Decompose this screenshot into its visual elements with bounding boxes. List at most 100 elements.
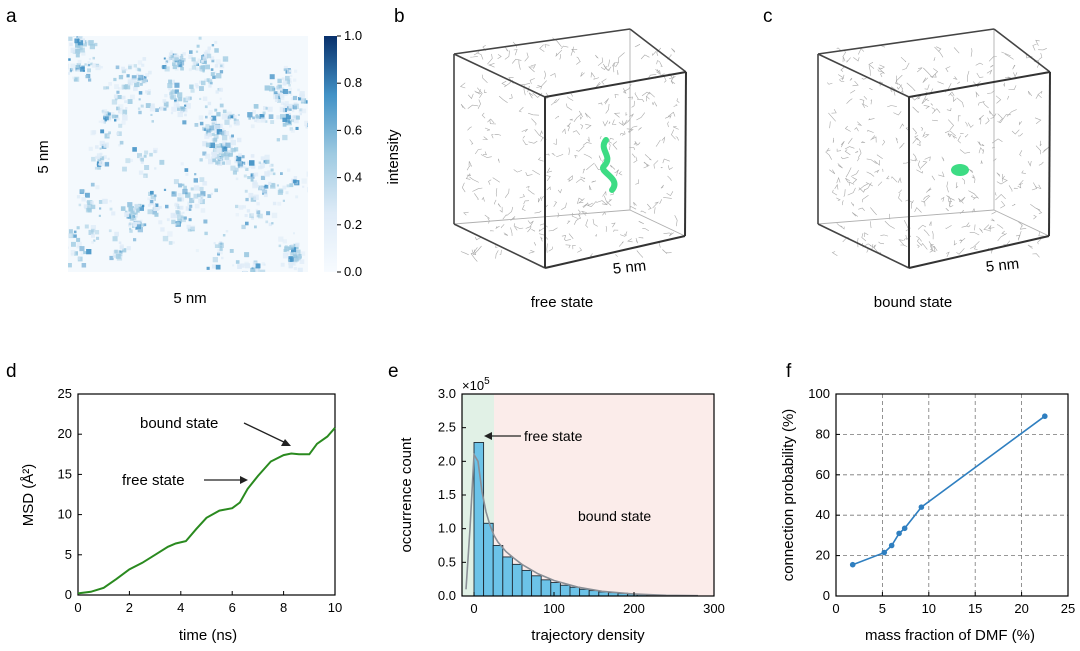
solvent-molecule <box>477 99 481 109</box>
solvent-molecule <box>546 186 551 191</box>
solvent-molecule <box>836 176 841 184</box>
solvent-molecule <box>521 128 528 133</box>
solvent-molecule <box>906 82 916 92</box>
colorbar-tick-label: 0.0 <box>344 264 362 279</box>
heatmap-cell <box>134 203 139 208</box>
heatmap-cell <box>282 117 287 123</box>
solvent-molecule <box>995 95 1002 104</box>
solvent-molecule <box>548 246 553 252</box>
heatmap-cell <box>235 260 240 264</box>
heatmap-cell <box>202 181 208 186</box>
heatmap-cell <box>91 228 95 233</box>
solvent-molecule <box>499 249 502 255</box>
solvent-molecule <box>586 200 597 208</box>
heatmap-cell <box>72 76 75 80</box>
heatmap-cell <box>218 123 223 129</box>
heatmap-cell <box>282 239 287 244</box>
solvent-molecule <box>858 48 865 55</box>
heatmap-cell <box>78 203 82 207</box>
solvent-molecule <box>613 62 615 73</box>
heatmap-cell <box>69 42 73 47</box>
heatmap-cell <box>284 245 288 248</box>
solvent-molecule <box>938 171 945 177</box>
msd-series-line <box>77 427 336 595</box>
panel-c: 5 nm bound state <box>817 28 1051 311</box>
heatmap-cell <box>211 132 215 136</box>
heatmap-cell <box>210 68 214 71</box>
heatmap-cell <box>87 63 91 67</box>
heatmap-cell <box>165 60 169 63</box>
solvent-molecule <box>945 66 951 73</box>
heatmap-cell <box>152 209 157 215</box>
heatmap-cell <box>140 219 143 223</box>
solvent-molecule <box>970 241 980 249</box>
heatmap-cell <box>250 124 255 129</box>
heatmap-cell <box>204 78 208 82</box>
solvent-molecule <box>847 187 856 196</box>
heatmap-cell <box>245 167 249 171</box>
colorbar-tick-label: 0.6 <box>344 122 362 137</box>
heatmap-cell <box>299 108 303 112</box>
solvent-molecule <box>580 210 587 216</box>
chart-d-xtick-label: 4 <box>177 600 184 615</box>
heatmap-cell <box>274 98 279 102</box>
solvent-molecule <box>586 162 595 171</box>
solvent-molecule <box>557 212 560 218</box>
heatmap-cell <box>130 94 135 100</box>
heatmap-cell <box>184 104 187 107</box>
heatmap-cell <box>250 267 256 272</box>
heatmap-cell <box>205 115 208 119</box>
solvent-molecule <box>990 113 997 119</box>
heatmap-cell <box>233 115 237 119</box>
heatmap-cell <box>200 191 206 197</box>
heatmap-cell <box>174 56 179 62</box>
heatmap-cell <box>101 119 105 124</box>
heatmap-cell <box>114 249 118 254</box>
heatmap-cell <box>191 57 196 62</box>
solvent-molecule <box>580 176 586 180</box>
heatmap-cell <box>176 210 181 216</box>
solvent-molecule <box>527 189 535 195</box>
solvent-molecule <box>870 207 877 216</box>
heatmap-cell <box>248 276 253 281</box>
heatmap-cell <box>293 78 297 82</box>
heatmap-cell <box>280 114 286 120</box>
histogram-bar <box>569 586 581 597</box>
heatmap-cell <box>173 179 179 185</box>
solvent-molecule <box>582 168 585 174</box>
solvent-molecule <box>1011 203 1016 207</box>
heatmap-cell <box>76 226 80 230</box>
heatmap-cell <box>154 212 159 217</box>
heatmap-cell <box>247 176 251 180</box>
heatmap-cell <box>311 122 314 125</box>
heatmap-cell <box>290 128 295 133</box>
heatmap-cell <box>103 142 109 148</box>
solvent-molecule <box>931 119 938 122</box>
chart-d-y-label: MSD (Å²) <box>20 464 37 527</box>
heatmap-cell <box>138 170 144 175</box>
heatmap-cell <box>278 236 284 242</box>
heatmap-cell <box>250 173 254 177</box>
connection-probability-point <box>849 561 856 568</box>
heatmap-cell <box>177 197 182 202</box>
heatmap-cell <box>94 166 98 170</box>
solvent-molecule <box>634 44 641 48</box>
heatmap-cell <box>252 110 256 114</box>
heatmap-cell <box>108 112 111 116</box>
chart-e-ytick-label: 2.5 <box>438 420 456 435</box>
heatmap-cell <box>115 117 118 120</box>
heatmap-cell <box>245 263 251 269</box>
solvent-molecule <box>891 176 898 183</box>
solvent-molecule <box>539 44 545 52</box>
heatmap-cell <box>219 70 224 74</box>
solvent-molecule <box>587 136 590 142</box>
panel-label-f: f <box>786 361 792 382</box>
solvent-molecule <box>594 234 597 237</box>
heatmap-cell <box>292 253 297 258</box>
heatmap-cell <box>100 66 103 69</box>
solvent-molecule <box>546 175 551 181</box>
solvent-molecule <box>526 186 530 189</box>
heatmap-cell <box>224 114 228 118</box>
solvent-molecule <box>837 163 843 169</box>
